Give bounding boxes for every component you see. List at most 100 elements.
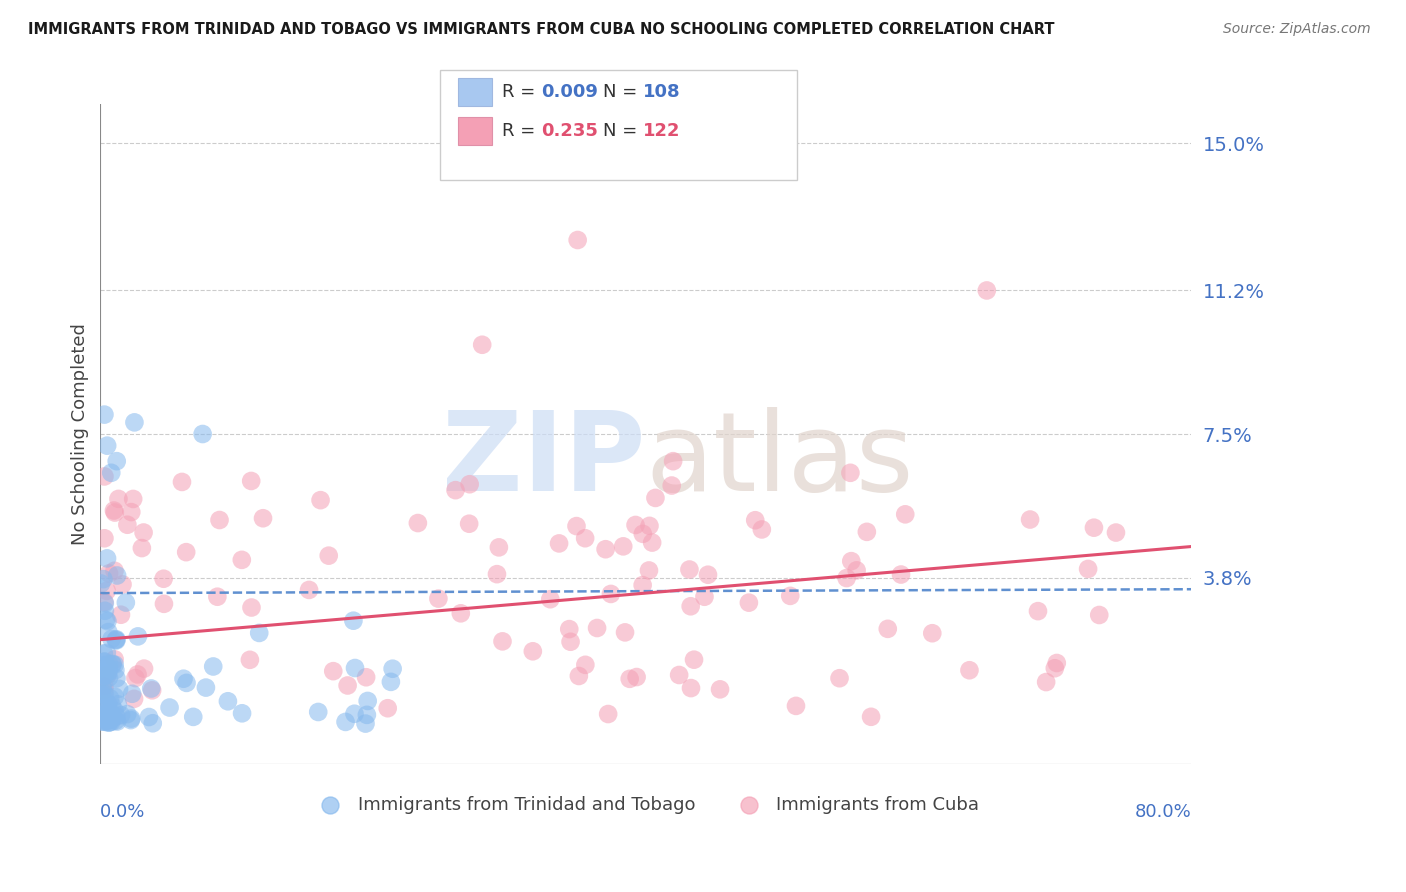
Point [138, 710, 160, 724]
Point [538, 592, 561, 607]
Point [94, 613, 117, 627]
Point [406, 516, 429, 530]
Point [354, 716, 377, 731]
Point [105, 454, 128, 468]
Point [381, 662, 404, 676]
Point [94, 714, 117, 729]
Point [97, 665, 120, 679]
Point [120, 505, 142, 519]
Point [132, 525, 155, 540]
Point [217, 694, 239, 708]
Point [343, 706, 366, 721]
Point [94, 604, 117, 618]
Text: IMMIGRANTS FROM TRINIDAD AND TOBAGO VS IMMIGRANTS FROM CUBA NO SCHOOLING COMPLET: IMMIGRANTS FROM TRINIDAD AND TOBAGO VS I… [28, 22, 1054, 37]
Point [586, 621, 609, 635]
Point [458, 516, 481, 531]
Point [93, 663, 115, 677]
Point [96, 583, 118, 598]
Point [356, 707, 378, 722]
Point [93, 669, 115, 683]
Point [170, 475, 193, 489]
Point [121, 687, 143, 701]
Point [779, 589, 801, 603]
Point [1043, 661, 1066, 675]
Point [471, 338, 494, 352]
Point [191, 427, 214, 442]
Point [839, 554, 862, 568]
Point [1083, 521, 1105, 535]
Point [458, 477, 481, 491]
Point [98, 566, 121, 581]
Point [697, 567, 720, 582]
Point [93, 682, 115, 697]
Point [335, 714, 357, 729]
Point [93, 408, 115, 422]
Point [98, 710, 121, 724]
Point [93, 655, 115, 669]
Point [202, 659, 225, 673]
Point [94, 657, 117, 672]
Point [560, 634, 582, 648]
Point [101, 657, 124, 672]
Point [91, 681, 114, 695]
Point [208, 513, 231, 527]
Point [318, 549, 340, 563]
Text: R =: R = [502, 122, 541, 140]
Point [90, 688, 112, 702]
Point [679, 681, 702, 695]
Point [98, 691, 121, 706]
Point [444, 483, 467, 498]
Point [98, 670, 121, 684]
Point [104, 690, 127, 704]
Point [194, 681, 217, 695]
Point [90, 702, 112, 716]
Point [595, 542, 617, 557]
Text: ZIP: ZIP [443, 407, 645, 514]
Point [96, 551, 118, 566]
Point [641, 535, 664, 549]
Point [890, 567, 912, 582]
Point [100, 707, 122, 722]
Point [921, 626, 943, 640]
Point [120, 713, 142, 727]
Point [103, 564, 125, 578]
Point [100, 714, 122, 729]
Text: 108: 108 [643, 83, 681, 101]
Point [1105, 525, 1128, 540]
Point [93, 572, 115, 586]
Point [976, 284, 998, 298]
Point [207, 590, 229, 604]
Point [239, 653, 262, 667]
Point [427, 591, 450, 606]
Point [252, 511, 274, 525]
Point [638, 519, 661, 533]
Point [322, 664, 344, 678]
Point [104, 506, 127, 520]
Text: R =: R = [502, 83, 541, 101]
Point [96, 709, 118, 723]
Y-axis label: No Schooling Completed: No Schooling Completed [72, 323, 89, 545]
Point [97, 667, 120, 681]
Point [93, 655, 115, 669]
Point [141, 681, 163, 696]
Text: 122: 122 [643, 122, 681, 140]
Point [626, 670, 648, 684]
Point [1019, 512, 1042, 526]
Point [152, 572, 174, 586]
Point [876, 622, 898, 636]
Point [96, 704, 118, 718]
Point [101, 698, 124, 713]
Point [105, 633, 128, 648]
Point [101, 711, 124, 725]
Point [548, 536, 571, 550]
Point [894, 508, 917, 522]
Point [357, 694, 380, 708]
Point [176, 676, 198, 690]
Point [120, 712, 142, 726]
Point [93, 531, 115, 545]
Point [565, 519, 588, 533]
Text: atlas: atlas [645, 407, 914, 514]
Point [380, 674, 402, 689]
Point [105, 709, 128, 723]
Point [153, 597, 176, 611]
